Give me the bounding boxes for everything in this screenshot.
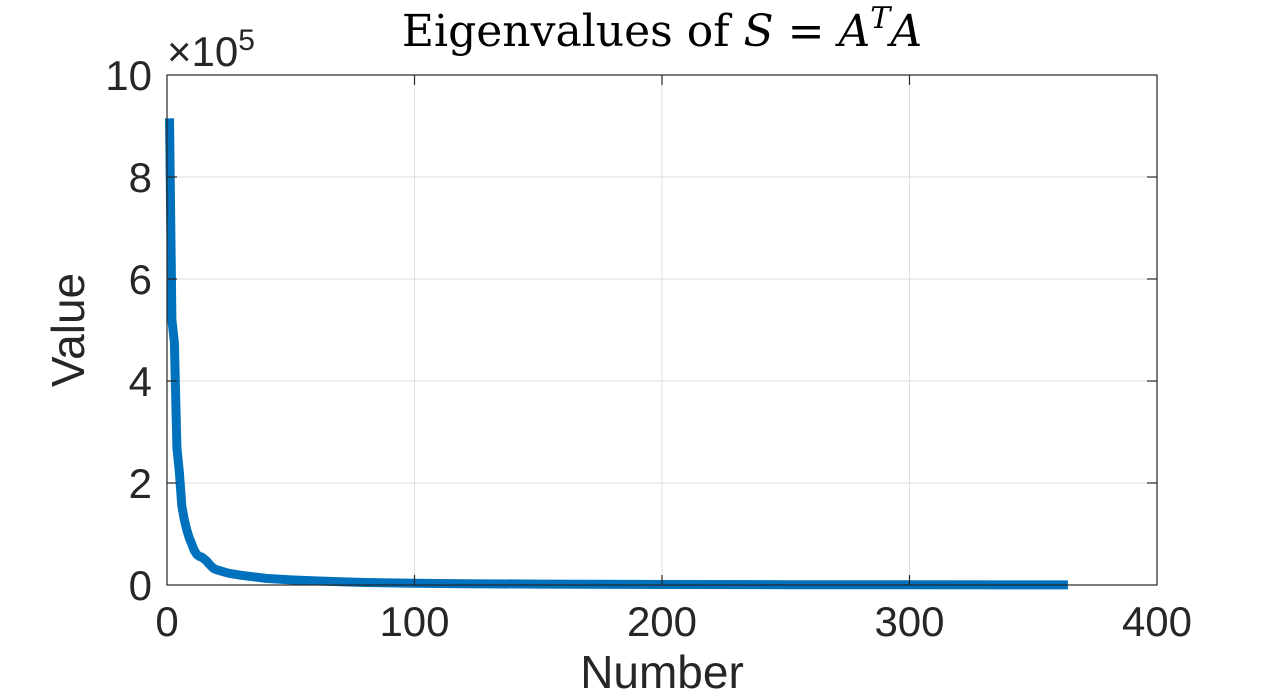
chart-title-math-base2: A [886,6,922,57]
y-axis-label: Value [42,273,94,387]
chart-title-math-eq: = [774,6,839,57]
x-tick-label: 0 [155,598,178,645]
chart-title-math-base1: A [835,6,871,57]
y-tick-label: 6 [129,256,152,303]
x-tick-label: 200 [627,598,697,645]
y-tick-label: 2 [129,460,152,507]
chart-title-math-sup: T [870,1,892,36]
y-multiplier-prefix: ×10 [167,28,238,75]
y-multiplier-exponent: 5 [238,24,255,57]
y-tick-label: 8 [129,154,152,201]
grid-lines [167,75,1157,585]
x-tick-label: 300 [874,598,944,645]
y-tick-label: 10 [105,52,152,99]
chart-title-text: Eigenvalues of [402,6,744,57]
y-multiplier: ×105 [167,24,255,75]
x-tick-label: 100 [379,598,449,645]
series-line-1 [165,118,1068,590]
x-tick-label: 400 [1122,598,1192,645]
y-tick-label: 0 [129,562,152,609]
x-axis-label: Number [580,646,744,698]
chart-title-math-lhs: S [744,6,774,57]
tick-labels: 0 100 200 300 400 0 2 4 6 8 10 [105,52,1192,645]
series-layer [165,118,1068,590]
tick-marks [167,75,1157,585]
y-tick-label: 4 [129,358,152,405]
chart-title: Eigenvalues of S = ATA [402,1,922,57]
